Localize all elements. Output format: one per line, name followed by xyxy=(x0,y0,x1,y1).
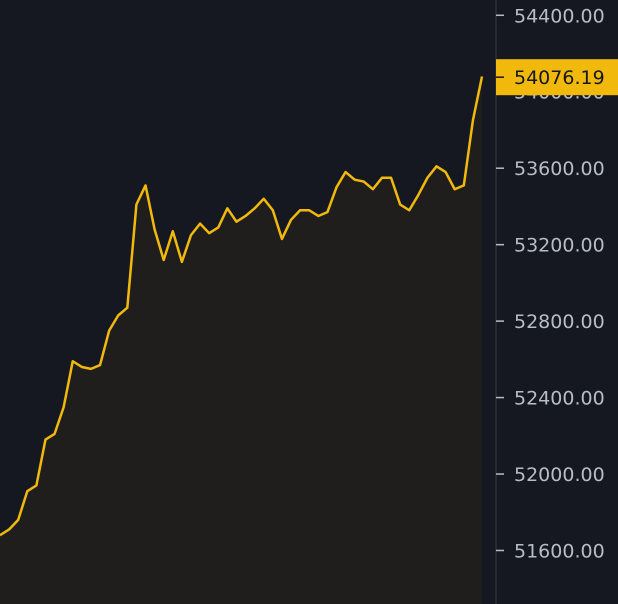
price-line xyxy=(0,76,484,537)
line-layer xyxy=(0,76,484,537)
y-tick-label: 53200.00 xyxy=(514,235,605,257)
area-layer xyxy=(0,76,482,604)
y-tick-label: 51600.00 xyxy=(514,540,605,562)
y-tick-label: 53600.00 xyxy=(514,158,605,180)
y-tick-label: 54400.00 xyxy=(514,5,605,27)
price-area xyxy=(0,76,482,604)
y-tick-label: 52400.00 xyxy=(514,388,605,410)
current-price-tag-background xyxy=(496,59,618,96)
current-price-label: 54076.19 xyxy=(514,67,605,89)
current-price-tag: 54076.19 xyxy=(496,59,618,96)
y-tick-label: 52000.00 xyxy=(514,464,605,486)
y-tick-label: 52800.00 xyxy=(514,311,605,333)
